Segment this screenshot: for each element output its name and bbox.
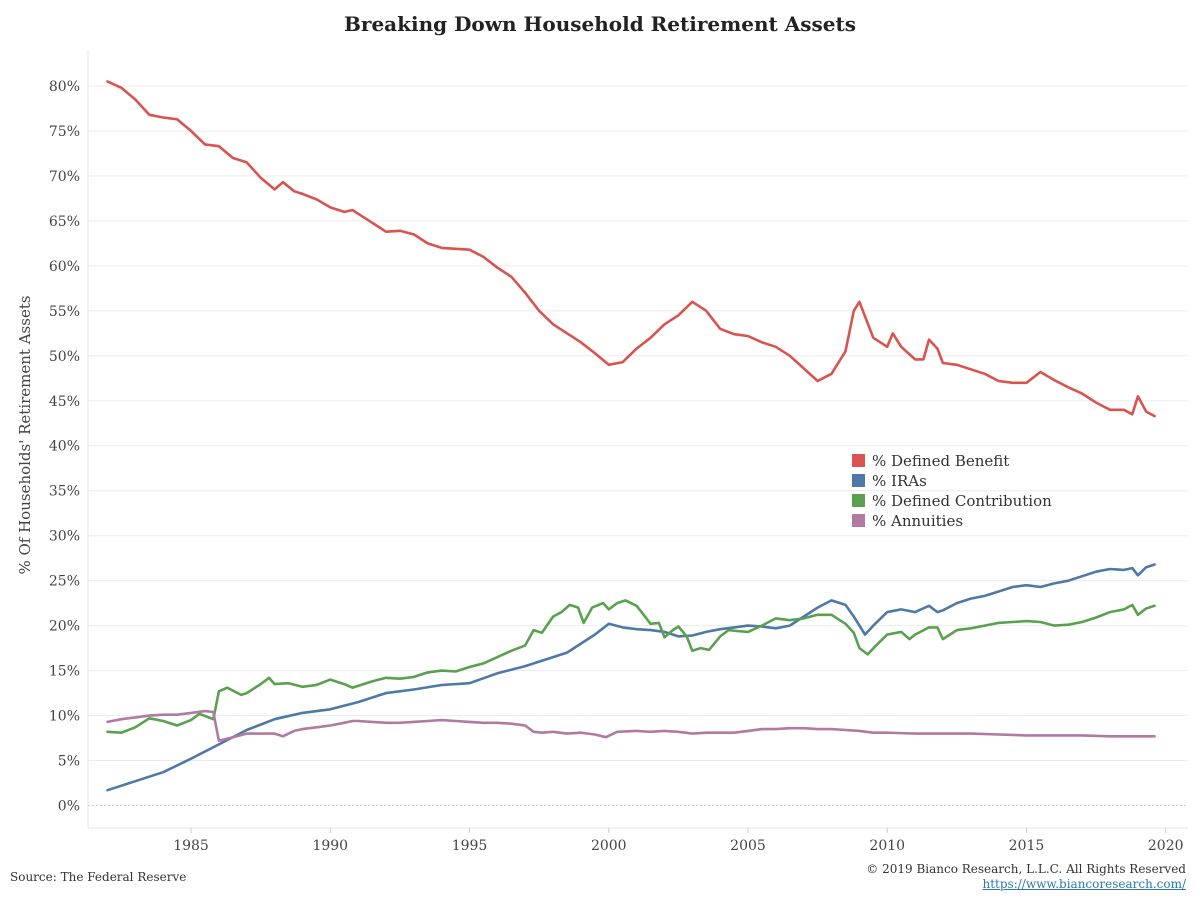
x-tick-label: 1990: [312, 838, 348, 854]
series-line-defined-contribution: [106, 599, 1156, 734]
y-tick-label: 65%: [49, 214, 80, 230]
y-tick-label: 35%: [49, 484, 80, 500]
x-tick-label: 2020: [1148, 838, 1184, 854]
copyright-text: © 2019 Bianco Research, L.L.C. All Right…: [866, 862, 1186, 876]
y-axis-label: % Of Households' Retirement Assets: [16, 295, 34, 574]
y-tick-label: 0%: [58, 799, 80, 815]
y-tick-label: 80%: [49, 79, 80, 95]
legend-swatch: [852, 454, 865, 467]
y-tick-label: 70%: [49, 169, 80, 185]
legend-swatch: [852, 494, 865, 507]
y-tick-label: 30%: [49, 529, 80, 545]
y-tick-label: 60%: [49, 259, 80, 275]
y-tick-label: 5%: [58, 754, 80, 770]
series-line-defined-benefit: [106, 80, 1156, 418]
legend-swatch: [852, 474, 865, 487]
y-tick-label: 50%: [49, 349, 80, 365]
website-link[interactable]: https://www.biancoresearch.com/: [982, 877, 1186, 891]
legend-label: % Defined Benefit: [872, 452, 1009, 470]
series-line-iras: [106, 563, 1156, 792]
x-tick-label: 2010: [869, 838, 905, 854]
x-tick-label: 2005: [730, 838, 766, 854]
y-tick-label: 15%: [49, 664, 80, 680]
y-tick-label: 75%: [49, 124, 80, 140]
legend-label: % IRAs: [872, 472, 927, 490]
legend-label: % Defined Contribution: [872, 492, 1052, 510]
y-tick-label: 25%: [49, 574, 80, 590]
legend-swatch: [852, 514, 865, 527]
x-tick-label: 2015: [1009, 838, 1045, 854]
legend: % Defined Benefit % IRAs % Defined Contrib…: [852, 452, 1052, 530]
y-tick-label: 45%: [49, 394, 80, 410]
y-tick-label: 55%: [49, 304, 80, 320]
y-axis-ticks: 0% 5% 10% 15% 20% 25% 30% 35% 40% 45% 50% 55% 60% 65%…: [49, 79, 80, 815]
series-line-annuities: [106, 709, 1156, 743]
y-tick-label: 40%: [49, 439, 80, 455]
source-note: Source: The Federal Reserve: [10, 870, 187, 884]
x-tick-label: 1985: [173, 838, 209, 854]
x-tick-label: 2000: [591, 838, 627, 854]
gridlines: [87, 50, 1188, 829]
copyright-block: © 2019 Bianco Research, L.L.C. All Right…: [866, 862, 1186, 892]
y-tick-label: 10%: [49, 709, 80, 725]
x-axis-ticks: 1985 1990 1995 2000 2005 2010 2015 2020: [173, 828, 1184, 854]
y-tick-label: 20%: [49, 619, 80, 635]
chart-title: Breaking Down Household Retirement Asset…: [344, 12, 856, 36]
series-lines: [106, 80, 1156, 792]
legend-label: % Annuities: [872, 512, 963, 530]
x-tick-label: 1995: [452, 838, 488, 854]
